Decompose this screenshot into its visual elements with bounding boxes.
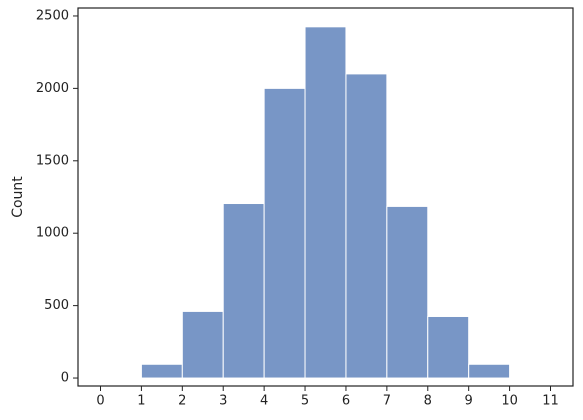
x-tick-label: 8 [424,394,432,409]
x-tick-label: 9 [465,394,473,409]
x-tick-label: 10 [501,394,518,409]
bar [222,203,265,379]
x-tick-label: 6 [342,394,350,409]
x-tick-label: 2 [178,394,186,409]
x-tick-label: 7 [383,394,391,409]
x-tick-label: 11 [542,394,559,409]
y-tick-label: 1500 [36,153,69,168]
bar [181,310,224,379]
x-tick-label: 4 [260,394,268,409]
x-tick-label: 0 [96,394,104,409]
plot-frame [77,7,574,387]
y-tick-label: 2500 [36,8,69,23]
y-tick-label: 2000 [36,81,69,96]
bar [386,205,429,379]
bar [140,363,183,379]
x-tick-label: 3 [219,394,227,409]
bar [427,315,470,379]
y-tick-label: 500 [44,298,69,313]
y-tick-label: 0 [61,371,69,386]
x-tick-label: 1 [137,394,145,409]
x-tick-label: 5 [301,394,309,409]
bar [263,87,306,379]
y-axis-label: Count [10,176,26,218]
bar [304,26,347,379]
y-tick-label: 1000 [36,226,69,241]
bar [468,363,511,379]
bar [345,73,388,379]
